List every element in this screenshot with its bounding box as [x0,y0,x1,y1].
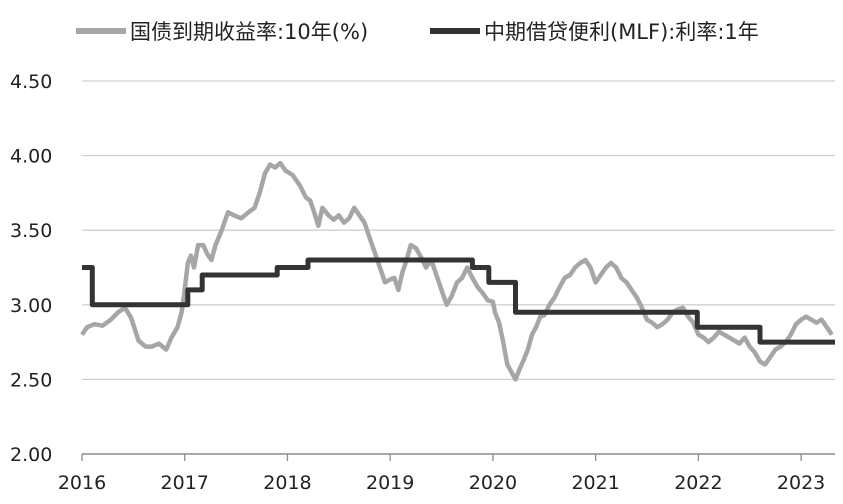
series-line-mlf-rate [82,257,835,345]
y-tick-label: 3.50 [10,220,52,242]
x-tick-label: 2018 [263,472,311,494]
x-axis-ticks: 2016 2017 2018 2019 2020 2021 2022 2023 [58,454,825,494]
y-tick-label: 3.00 [10,295,52,317]
legend-label-mlf-rate: 中期借贷便利(MLF):利率:1年 [484,20,759,44]
x-tick-label: 2022 [674,472,722,494]
x-tick-label: 2019 [366,472,414,494]
x-tick-label: 2021 [571,472,619,494]
y-tick-label: 4.50 [10,71,52,93]
x-tick-label: 2023 [777,472,825,494]
series-line-bond-yield [80,160,834,382]
y-tick-label: 4.00 [10,146,52,168]
y-tick-label: 2.50 [10,369,52,391]
legend-label-bond-yield: 国债到期收益率:10年(%) [130,20,368,44]
y-tick-label: 2.00 [10,444,52,466]
y-axis-ticks: 2.00 2.50 3.00 3.50 4.00 4.50 [10,71,52,466]
legend: 国债到期收益率:10年(%) 中期借贷便利(MLF):利率:1年 [76,20,759,44]
x-tick-label: 2017 [161,472,209,494]
x-tick-label: 2016 [58,472,106,494]
series-layer [80,160,835,382]
gridlines [82,80,835,381]
x-tick-label: 2020 [469,472,517,494]
